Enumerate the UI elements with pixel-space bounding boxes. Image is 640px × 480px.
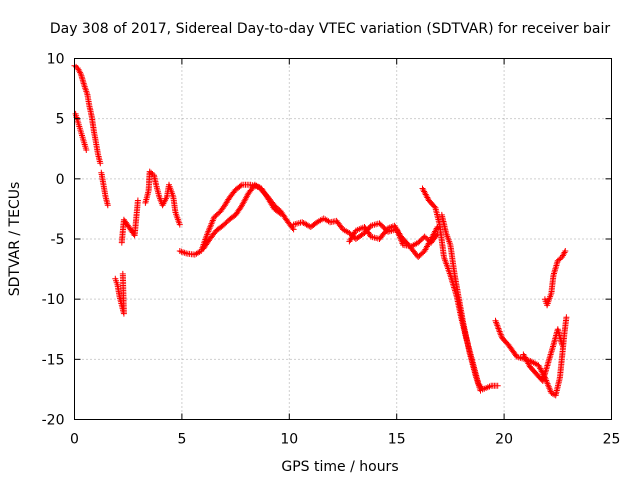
data-point-markers (98, 169, 111, 209)
data-point-markers (438, 211, 484, 394)
series-arc-11 (419, 185, 501, 393)
y-tick-label: 10 (47, 52, 65, 68)
series-arc-7 (176, 181, 297, 258)
x-tick-label: 25 (603, 432, 621, 448)
y-tick-label: -10 (42, 292, 65, 308)
series-arc-8 (200, 181, 284, 252)
y-tick-label: -15 (42, 352, 65, 368)
grid-lines (74, 58, 612, 420)
data-point-markers (200, 181, 284, 252)
x-tick-label: 15 (388, 432, 406, 448)
data-point-markers (112, 270, 127, 317)
series-arc-15 (541, 248, 569, 309)
axis-ticks (74, 58, 612, 420)
x-tick-label: 20 (495, 432, 513, 448)
series-arc-10 (346, 222, 441, 260)
series-arc-5 (118, 197, 141, 246)
data-point-markers (176, 181, 297, 258)
series-arc-4 (112, 270, 127, 317)
x-tick-label: 5 (177, 432, 186, 448)
series-arc-14 (520, 326, 566, 384)
y-tick-labels: -20 -15 -10 -5 0 5 10 (42, 52, 65, 429)
series-arc-2 (72, 110, 90, 153)
series-arc-3 (98, 169, 111, 209)
y-tick-label: 0 (56, 172, 65, 188)
series-arc-6 (142, 168, 183, 228)
y-tick-label: -20 (42, 413, 65, 429)
y-tick-label: 5 (56, 112, 65, 128)
data-point-markers (541, 248, 569, 309)
data-point-markers (118, 197, 141, 246)
chart-title: Day 308 of 2017, Sidereal Day-to-day VTE… (50, 21, 611, 37)
x-tick-label: 10 (280, 432, 298, 448)
data-point-markers (419, 185, 501, 393)
y-axis-title: SDTVAR / TECUs (7, 182, 23, 297)
data-series (71, 62, 570, 399)
data-point-markers (72, 110, 90, 153)
x-tick-label: 0 (70, 432, 79, 448)
y-tick-label: -5 (51, 232, 65, 248)
x-tick-labels: 0 5 10 15 20 25 (70, 432, 620, 448)
series-arc-12 (438, 211, 484, 394)
data-point-markers (142, 168, 183, 228)
data-point-markers (346, 222, 441, 260)
data-point-markers (520, 326, 566, 384)
x-axis-title: GPS time / hours (281, 459, 398, 475)
